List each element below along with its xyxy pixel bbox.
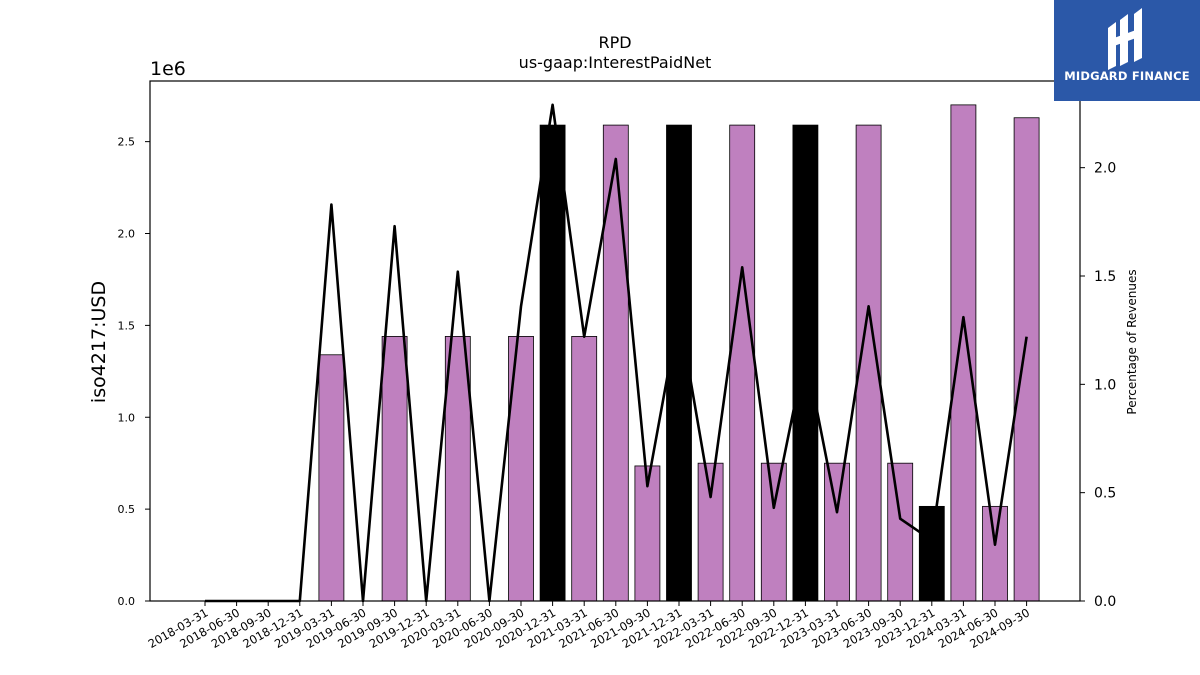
bar-series bbox=[318, 104, 1040, 602]
bar-2022-09-30 bbox=[760, 462, 787, 602]
bar-2020-12-31 bbox=[539, 124, 566, 602]
chart-subtitle: us-gaap:InterestPaidNet bbox=[519, 53, 712, 72]
plot-frame bbox=[149, 80, 1081, 602]
y-offset-label: 1e6 bbox=[150, 58, 186, 80]
y2-tick-label: 0.0 bbox=[1094, 594, 1116, 610]
y-axis-label: iso4217:USD bbox=[88, 281, 110, 403]
bar-2021-06-30 bbox=[602, 124, 629, 602]
y2-tick-label: 2.0 bbox=[1094, 161, 1116, 177]
y-tick-label: 0.5 bbox=[118, 503, 136, 516]
y2-tick-label: 0.5 bbox=[1094, 486, 1116, 502]
midgard-logo-text: MIDGARD FINANCE bbox=[1064, 69, 1190, 83]
bar-2019-03-31 bbox=[318, 354, 345, 602]
bar-2022-12-31 bbox=[792, 124, 819, 602]
bar-2019-09-30 bbox=[381, 336, 408, 602]
y-tick-label: 1.5 bbox=[118, 319, 136, 332]
y2-axis-label: Percentage of Revenues bbox=[1125, 269, 1139, 414]
chart-title: RPD bbox=[598, 33, 631, 52]
y2-tick-label: 1.0 bbox=[1094, 377, 1116, 393]
percentage-line bbox=[205, 103, 1028, 603]
bar-2021-09-30 bbox=[634, 465, 661, 602]
y-tick-label: 2.5 bbox=[118, 136, 136, 149]
bar-2021-03-31 bbox=[571, 336, 598, 602]
bar-2024-09-30 bbox=[1013, 117, 1040, 602]
y-tick-label: 2.0 bbox=[118, 228, 136, 241]
bar-2023-03-31 bbox=[824, 462, 850, 602]
bar-2022-06-30 bbox=[729, 124, 756, 602]
bar-2023-12-31 bbox=[918, 505, 945, 602]
line-series bbox=[205, 103, 1028, 603]
y-tick-label: 0.0 bbox=[118, 595, 136, 608]
y-tick-label: 1.0 bbox=[118, 411, 136, 424]
midgard-logo-icon bbox=[1108, 8, 1142, 70]
bar-2020-03-31 bbox=[444, 336, 471, 602]
bar-2024-06-30 bbox=[982, 505, 1008, 602]
bar-2023-09-30 bbox=[887, 462, 914, 602]
midgard-logo: MIDGARD FINANCE bbox=[1054, 0, 1200, 101]
bar-2022-03-31 bbox=[697, 462, 724, 602]
bar-2024-03-31 bbox=[950, 104, 977, 602]
y2-tick-label: 1.5 bbox=[1094, 269, 1116, 285]
